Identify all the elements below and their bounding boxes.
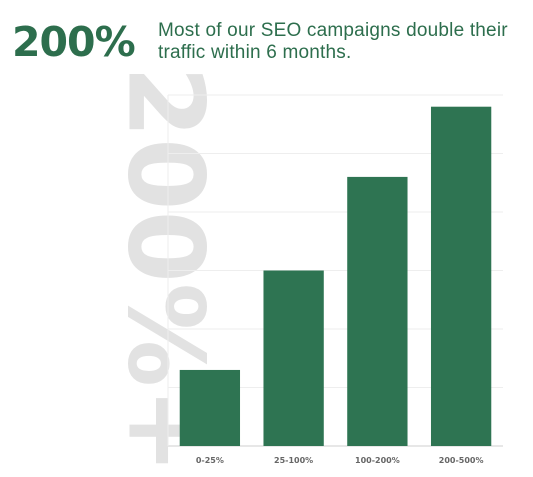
big-stat: 200% xyxy=(12,18,136,66)
x-tick-label: 100-200% xyxy=(355,456,400,465)
bar-25-100% xyxy=(263,270,324,446)
headline: 200% Most of our SEO campaigns double th… xyxy=(12,14,524,70)
x-tick-label: 25-100% xyxy=(274,456,313,465)
bar-200-500% xyxy=(430,106,492,446)
bar-0-25% xyxy=(179,369,241,446)
chart-x-tick-labels: 0-25% 25-100% 100-200% 200-500% xyxy=(196,456,484,465)
bar-100-200% xyxy=(347,176,408,446)
headline-subtext: Most of our SEO campaigns double their t… xyxy=(158,20,508,63)
chart-bars xyxy=(179,106,492,446)
x-tick-label: 200-500% xyxy=(439,456,484,465)
x-tick-label: 0-25% xyxy=(196,456,224,465)
